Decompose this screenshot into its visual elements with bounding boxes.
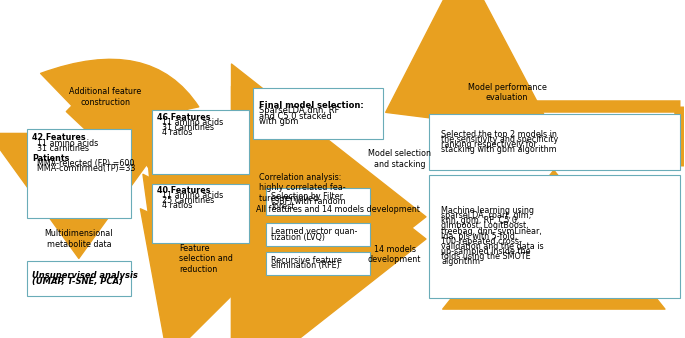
Text: up-sampled inside the: up-sampled inside the [441,247,531,256]
Text: knn, gbm, RF, C5.0,: knn, gbm, RF, C5.0, [441,216,519,225]
Text: folds using the SMOTE: folds using the SMOTE [441,252,531,261]
Text: SparseLDA,dnn, RF: SparseLDA,dnn, RF [260,106,340,116]
FancyBboxPatch shape [153,110,249,173]
Text: Final model selection:: Final model selection: [260,101,364,110]
Text: 46 Features: 46 Features [158,113,211,122]
Text: ranking respectively for: ranking respectively for [441,140,537,149]
Text: algorithm: algorithm [441,258,480,266]
Text: Model selection
and stacking: Model selection and stacking [369,149,432,169]
Text: stacking with gbm algorithm: stacking with gbm algorithm [441,145,557,154]
Text: Correlation analysis:
highly correlated fea-
tures removed: Correlation analysis: highly correlated … [260,173,346,203]
FancyBboxPatch shape [429,114,680,170]
FancyBboxPatch shape [266,252,370,274]
FancyBboxPatch shape [266,188,370,215]
Text: tization (LVQ): tization (LVQ) [271,233,325,242]
Text: Recursive feature: Recursive feature [271,256,342,265]
Text: forest: forest [271,202,295,211]
Text: 11 amino acids: 11 amino acids [158,191,223,200]
FancyBboxPatch shape [266,223,370,246]
Text: Multidimensional
metabolite data: Multidimensional metabolite data [45,229,113,249]
FancyBboxPatch shape [27,261,131,296]
Text: 11 amino acids: 11 amino acids [32,139,99,148]
Text: 100-repeated cross-: 100-repeated cross- [441,237,522,246]
Text: 40 Features: 40 Features [158,186,211,195]
Text: Model performance
evaluation: Model performance evaluation [468,83,547,102]
Text: and C5.0 stacked: and C5.0 stacked [260,112,332,121]
FancyBboxPatch shape [153,184,249,243]
Text: 31 carnitines: 31 carnitines [158,123,214,132]
Text: Machine learning using: Machine learning using [441,206,534,215]
Text: 42 Features: 42 Features [32,134,86,142]
Text: lda, pls with 5-fold,: lda, pls with 5-fold, [441,232,518,241]
Text: Patients: Patients [32,154,70,163]
Text: glmboost, LogitBoost,: glmboost, LogitBoost, [441,221,529,231]
Text: sparseLDA, rpart, glm,: sparseLDA, rpart, glm, [441,211,532,220]
Text: Selected the top 2 models in: Selected the top 2 models in [441,130,557,139]
FancyBboxPatch shape [27,129,131,218]
Text: 25 carnitines: 25 carnitines [158,196,214,205]
Text: Selection by Filter: Selection by Filter [271,192,343,201]
Text: (UMAP, T-SNE, PCA): (UMAP, T-SNE, PCA) [32,276,123,286]
Text: Additional feature
construction: Additional feature construction [69,87,142,107]
Text: the sensitivity and specificity: the sensitivity and specificity [441,135,558,144]
Text: with gbm: with gbm [260,117,299,126]
Text: 11 amino acids: 11 amino acids [158,118,223,127]
Text: Learned vector quan-: Learned vector quan- [271,227,358,237]
FancyBboxPatch shape [253,88,383,139]
Text: 4 ratios: 4 ratios [158,128,192,137]
Text: All features and 14 models development: All features and 14 models development [256,204,420,214]
Text: MMA-rejected (FP) =600: MMA-rejected (FP) =600 [32,159,135,168]
Text: treebag, dnn, svmLinear,: treebag, dnn, svmLinear, [441,226,542,236]
Text: 14 models
development: 14 models development [368,245,421,264]
Text: MMA-comfirmed(TP)=33: MMA-comfirmed(TP)=33 [32,164,136,173]
Text: 31 carnitines: 31 carnitines [32,144,90,153]
Text: Unsupervised analysis: Unsupervised analysis [32,271,138,280]
FancyBboxPatch shape [429,175,680,298]
Text: 4 ratios: 4 ratios [158,201,192,210]
Text: elimination (RFE): elimination (RFE) [271,262,340,270]
Text: Feature
selection and
reduction: Feature selection and reduction [179,244,233,274]
Text: (SBF) with random: (SBF) with random [271,197,346,206]
Text: validation and the data is: validation and the data is [441,242,544,251]
